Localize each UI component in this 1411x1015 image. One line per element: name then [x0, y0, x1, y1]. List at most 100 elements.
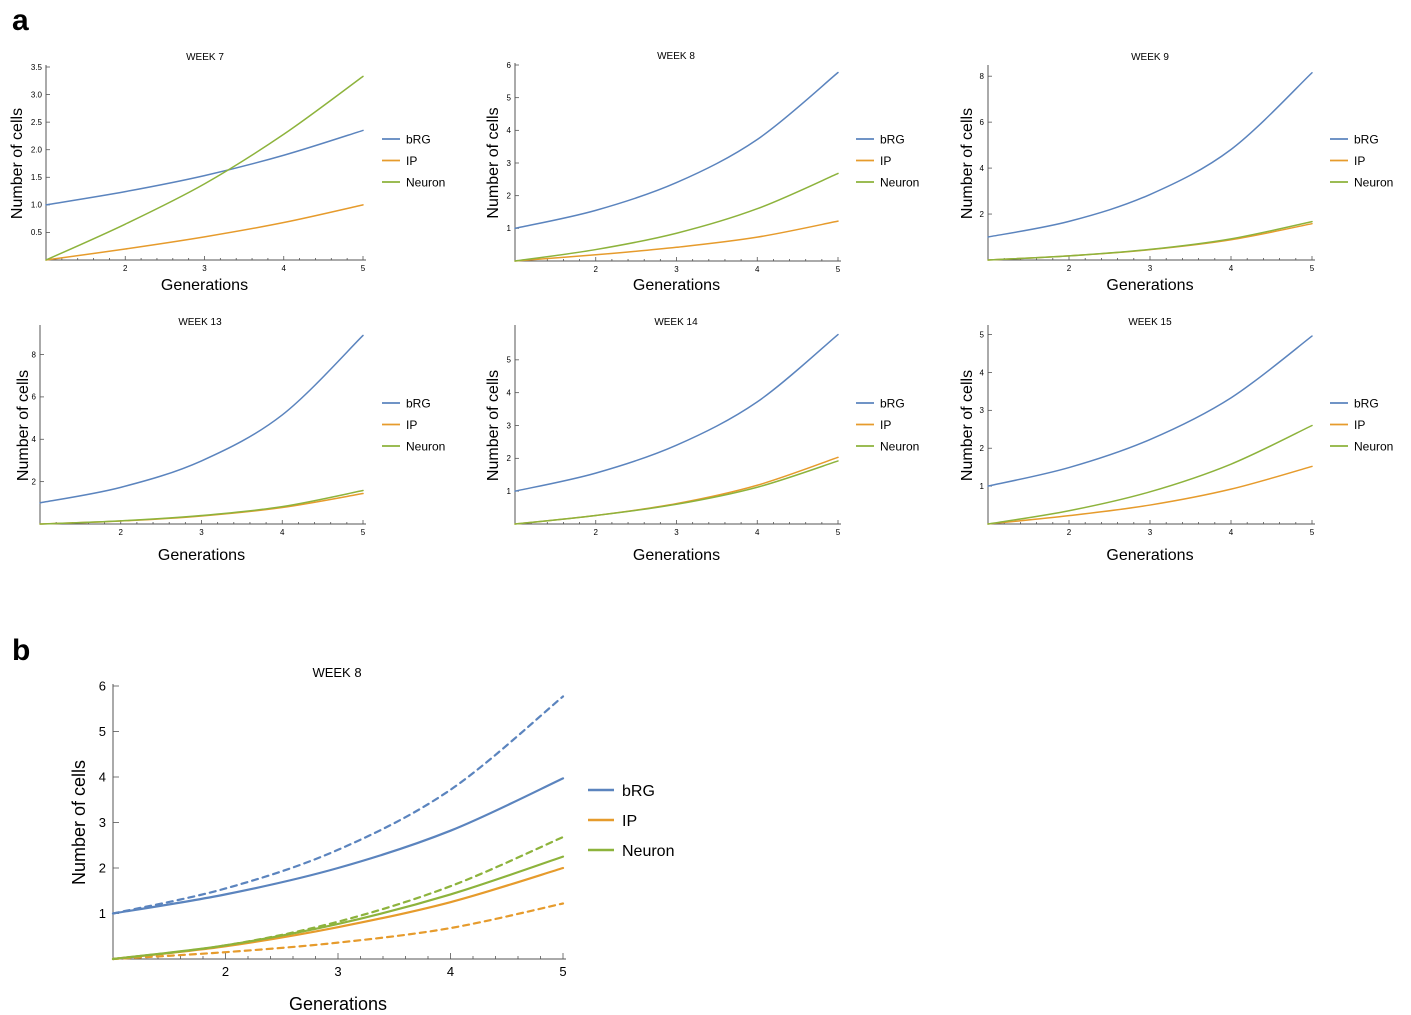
x-axis-label: Generations — [1106, 277, 1193, 294]
series-line-brg — [45, 129, 364, 206]
y-tick-label: 5 — [507, 93, 512, 102]
y-axis-label: Number of cells — [959, 108, 976, 219]
x-tick-label: 5 — [361, 264, 366, 273]
y-tick-label: 6 — [99, 679, 106, 694]
x-tick-label: 5 — [836, 528, 841, 537]
chart-3: 2 3 4 5 2 4 6 8 WEEK 13 Generations Number of cell… — [15, 317, 445, 564]
y-tick-label: 2 — [99, 861, 106, 876]
y-tick-label: 8 — [980, 72, 985, 81]
x-tick-label: 5 — [361, 528, 366, 537]
series-line-ip-dashed — [111, 902, 565, 961]
legend-label-neuron: Neuron — [406, 175, 445, 189]
series-line-neuron — [39, 489, 364, 525]
y-tick-label: 3.5 — [31, 63, 43, 72]
panel-label-b: b — [12, 634, 31, 667]
series-line-neuron — [514, 460, 839, 525]
series-line-neuron-dashed — [111, 835, 565, 961]
legend-label-brg: bRG — [880, 132, 905, 146]
legend-label-brg: bRG — [1354, 396, 1379, 410]
y-tick-label: 2.5 — [31, 118, 43, 127]
series-line-brg — [987, 71, 1313, 238]
y-tick-label: 6 — [32, 393, 37, 402]
legend-label-neuron: Neuron — [406, 439, 445, 453]
legend-label-neuron: Neuron — [880, 439, 919, 453]
chart-6: 2 3 4 5 1 2 3 4 5 6 WEEK 8 Generations Number of cel… — [69, 665, 675, 1014]
x-axis-label: Generations — [633, 547, 720, 564]
y-tick-label: 4 — [32, 435, 37, 444]
chart-2: 2 3 4 5 2 4 6 8 WEEK 9 Generations Number of cells… — [959, 52, 1393, 294]
chart-title: WEEK 8 — [312, 665, 361, 680]
legend-label-ip: IP — [1354, 154, 1365, 168]
x-tick-label: 3 — [674, 265, 679, 274]
series-line-brg — [39, 334, 364, 504]
legend-label-brg: bRG — [880, 396, 905, 410]
series-line-brg — [514, 71, 839, 230]
x-tick-label: 3 — [1148, 264, 1153, 273]
y-axis-label: Number of cells — [485, 370, 502, 481]
x-tick-label: 2 — [222, 964, 229, 979]
legend-label-ip: IP — [406, 418, 417, 432]
x-tick-label: 2 — [123, 264, 128, 273]
x-axis-label: Generations — [158, 547, 245, 564]
y-tick-label: 2 — [980, 210, 985, 219]
legend-label-ip: IP — [622, 813, 637, 830]
y-tick-label: 1 — [507, 224, 512, 233]
legend-label-brg: bRG — [406, 396, 431, 410]
x-tick-label: 2 — [594, 528, 599, 537]
series-line-ip — [514, 220, 839, 262]
x-tick-label: 2 — [1067, 528, 1072, 537]
x-tick-label: 2 — [1067, 264, 1072, 273]
series-line-ip — [987, 465, 1313, 525]
series-line-neuron — [514, 172, 839, 262]
chart-title: WEEK 15 — [1128, 317, 1172, 328]
y-tick-label: 5 — [980, 330, 985, 339]
chart-0: 2 3 4 5 0.5 1.0 1.5 2.0 2.5 3.0 3.5 WEEK 7 Generatio… — [9, 52, 445, 294]
x-tick-label: 4 — [1229, 264, 1234, 273]
series-line-brg — [111, 777, 565, 915]
series-line-ip — [111, 866, 565, 961]
y-tick-label: 1 — [99, 906, 106, 921]
y-tick-label: 1.0 — [31, 201, 43, 210]
y-tick-label: 5 — [99, 724, 106, 739]
series-line-ip — [514, 456, 839, 525]
legend-label-brg: bRG — [622, 783, 655, 800]
y-tick-label: 4 — [980, 368, 985, 377]
y-tick-label: 5 — [507, 356, 512, 365]
x-tick-label: 3 — [202, 264, 207, 273]
y-tick-label: 1 — [980, 482, 985, 491]
y-tick-label: 4 — [507, 126, 512, 135]
legend-label-neuron: Neuron — [622, 843, 674, 860]
chart-title: WEEK 8 — [657, 51, 695, 62]
x-tick-label: 5 — [1310, 528, 1315, 537]
x-tick-label: 2 — [594, 265, 599, 274]
y-tick-label: 2 — [507, 191, 512, 200]
legend-label-neuron: Neuron — [1354, 439, 1393, 453]
x-tick-label: 4 — [1229, 528, 1234, 537]
x-axis-label: Generations — [633, 277, 720, 294]
chart-1: 2 3 4 5 1 2 3 4 5 6 WEEK 8 Generations Number of cel… — [485, 51, 919, 294]
y-axis-label: Number of cells — [485, 107, 502, 218]
y-tick-label: 2 — [507, 454, 512, 463]
chart-title: WEEK 9 — [1131, 52, 1169, 63]
y-tick-label: 4 — [980, 164, 985, 173]
x-tick-label: 5 — [836, 265, 841, 274]
chart-title: WEEK 14 — [654, 317, 698, 328]
x-tick-label: 4 — [755, 265, 760, 274]
chart-title: WEEK 7 — [186, 52, 224, 63]
y-tick-label: 4 — [99, 770, 106, 785]
y-axis-label: Number of cells — [9, 108, 26, 219]
y-tick-label: 2 — [32, 477, 37, 486]
series-line-brg — [514, 333, 839, 492]
x-tick-label: 5 — [1310, 264, 1315, 273]
x-tick-label: 3 — [334, 964, 341, 979]
x-tick-label: 4 — [447, 964, 454, 979]
x-axis-label: Generations — [289, 994, 387, 1014]
legend-label-neuron: Neuron — [1354, 175, 1393, 189]
y-axis-label: Number of cells — [15, 370, 32, 481]
x-tick-label: 4 — [280, 528, 285, 537]
y-tick-label: 3 — [507, 159, 512, 168]
panel-label-a: a — [12, 4, 29, 37]
y-tick-label: 1 — [507, 487, 512, 496]
series-line-neuron — [987, 220, 1313, 261]
